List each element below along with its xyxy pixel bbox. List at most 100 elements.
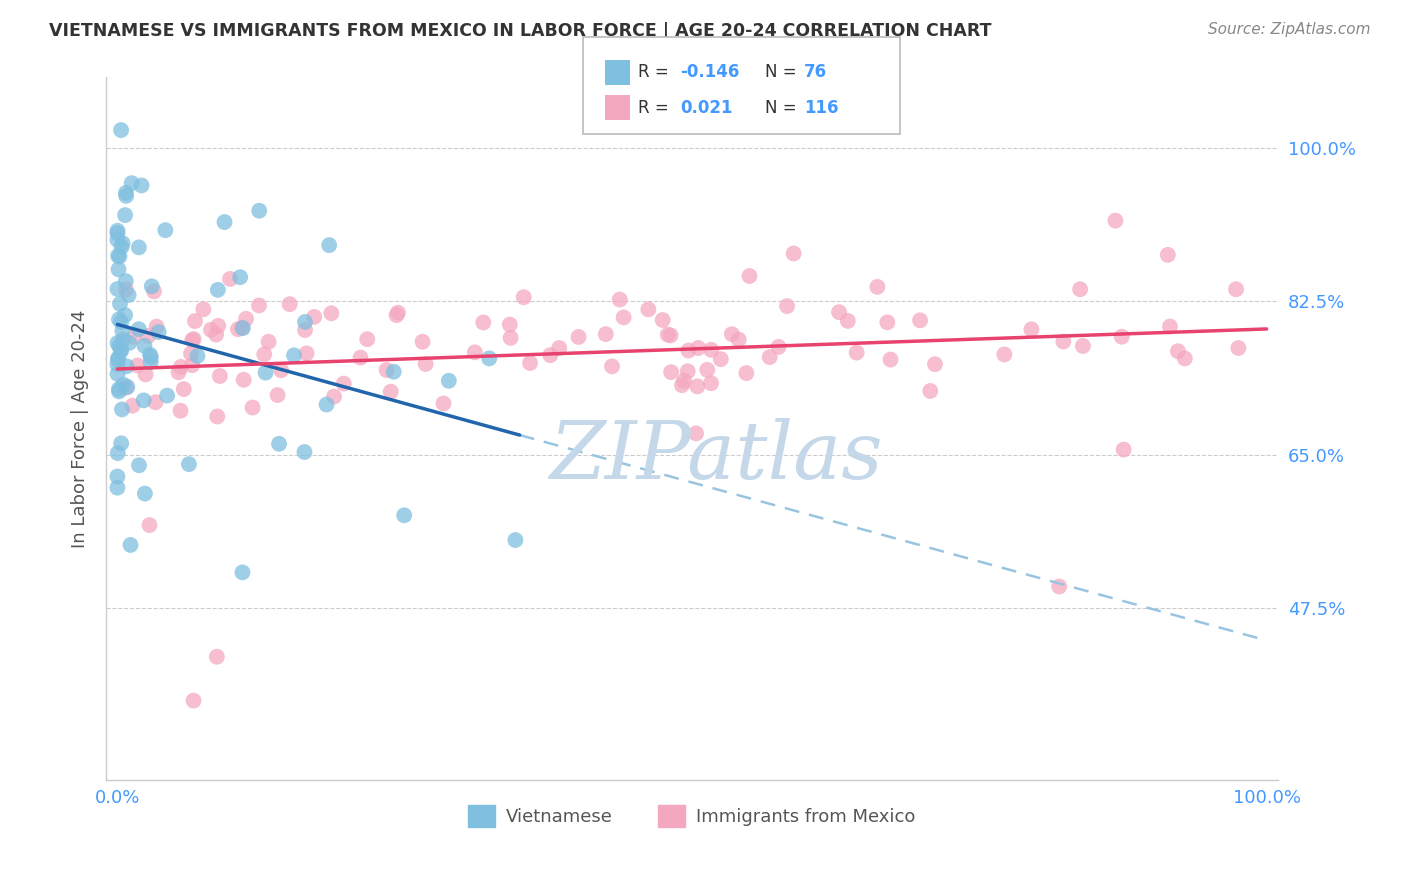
- Point: [173, 382, 195, 396]
- Point: [111, 236, 134, 251]
- Point: [499, 331, 522, 345]
- Point: [132, 393, 155, 408]
- Point: [375, 363, 398, 377]
- Point: [1071, 339, 1094, 353]
- Point: [464, 345, 486, 359]
- Point: [609, 293, 631, 307]
- Point: [302, 310, 325, 324]
- Point: [294, 445, 316, 459]
- Point: [924, 357, 946, 371]
- Point: [242, 401, 264, 415]
- Point: [432, 396, 454, 410]
- Point: [538, 348, 561, 362]
- Point: [120, 538, 142, 552]
- Point: [231, 566, 253, 580]
- Point: [219, 272, 242, 286]
- Point: [229, 270, 252, 285]
- Point: [139, 350, 162, 364]
- Point: [170, 359, 193, 374]
- Point: [686, 379, 709, 393]
- Point: [141, 279, 163, 293]
- Point: [356, 332, 378, 346]
- Point: [700, 376, 723, 391]
- Point: [193, 302, 215, 317]
- Point: [107, 282, 129, 296]
- Point: [472, 316, 495, 330]
- Point: [108, 249, 131, 263]
- Point: [1112, 442, 1135, 457]
- Point: [207, 318, 229, 333]
- Point: [700, 343, 723, 357]
- Point: [600, 359, 623, 374]
- Text: N =: N =: [765, 99, 801, 117]
- Point: [1021, 322, 1043, 336]
- Point: [512, 290, 534, 304]
- Point: [1047, 580, 1070, 594]
- Point: [107, 352, 129, 367]
- Point: [183, 332, 205, 346]
- Point: [782, 246, 804, 260]
- Point: [135, 368, 157, 382]
- Y-axis label: In Labor Force | Age 20-24: In Labor Force | Age 20-24: [72, 310, 89, 548]
- Point: [117, 380, 139, 394]
- Point: [136, 329, 159, 343]
- Point: [254, 366, 277, 380]
- Point: [207, 409, 229, 424]
- Point: [155, 223, 177, 237]
- Point: [657, 327, 679, 342]
- Point: [270, 363, 292, 377]
- Point: [710, 352, 733, 367]
- Point: [128, 458, 150, 473]
- Point: [115, 359, 138, 374]
- Point: [148, 325, 170, 339]
- Point: [145, 395, 167, 409]
- Point: [387, 306, 409, 320]
- Point: [1104, 213, 1126, 227]
- Point: [122, 330, 145, 344]
- Point: [128, 322, 150, 336]
- Text: R =: R =: [638, 99, 675, 117]
- Point: [349, 351, 371, 365]
- Point: [845, 345, 868, 359]
- Point: [108, 339, 131, 353]
- Point: [735, 366, 758, 380]
- Point: [184, 314, 207, 328]
- Point: [266, 388, 288, 402]
- Point: [415, 357, 437, 371]
- Point: [232, 321, 254, 335]
- Point: [1227, 341, 1250, 355]
- Point: [115, 186, 138, 200]
- Point: [112, 377, 135, 392]
- Point: [107, 469, 129, 483]
- Point: [685, 426, 707, 441]
- Text: Source: ZipAtlas.com: Source: ZipAtlas.com: [1208, 22, 1371, 37]
- Point: [1225, 282, 1247, 296]
- Point: [105, 233, 128, 247]
- Point: [156, 388, 179, 402]
- Point: [112, 333, 135, 347]
- Point: [768, 340, 790, 354]
- Point: [382, 365, 405, 379]
- Point: [257, 334, 280, 349]
- Point: [321, 306, 343, 320]
- Point: [318, 238, 340, 252]
- Point: [121, 399, 143, 413]
- Point: [437, 374, 460, 388]
- Text: 76: 76: [804, 63, 827, 81]
- Point: [143, 285, 166, 299]
- Point: [412, 334, 434, 349]
- Point: [294, 323, 316, 337]
- Point: [323, 390, 346, 404]
- Point: [115, 189, 138, 203]
- Point: [673, 374, 696, 388]
- Point: [181, 333, 204, 347]
- Point: [278, 297, 301, 311]
- Point: [118, 335, 141, 350]
- Text: N =: N =: [765, 63, 801, 81]
- Point: [115, 381, 138, 395]
- Point: [1174, 351, 1197, 366]
- Point: [392, 508, 415, 523]
- Point: [107, 226, 129, 240]
- Text: 116: 116: [804, 99, 839, 117]
- Point: [380, 384, 402, 399]
